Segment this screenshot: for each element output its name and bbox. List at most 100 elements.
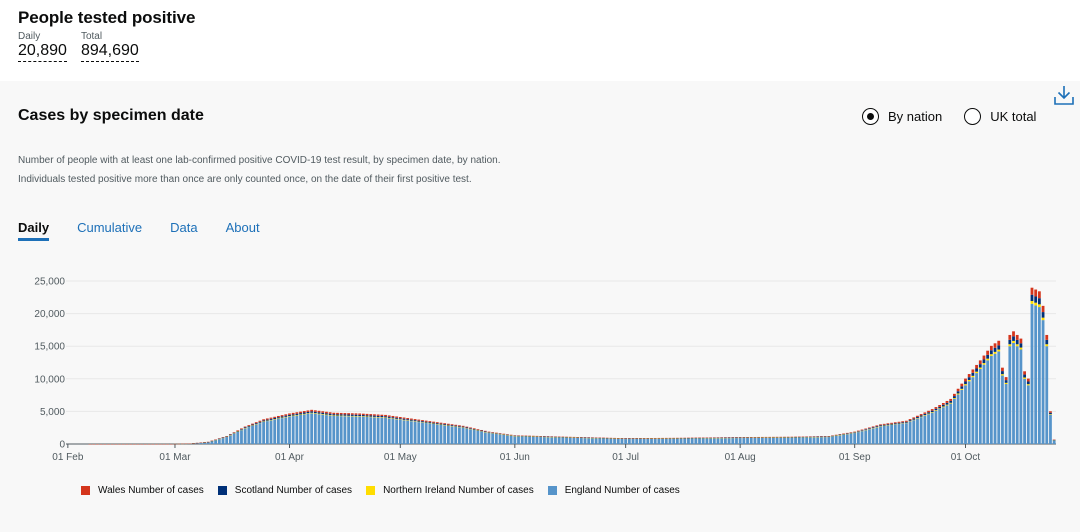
legend-item: Northern Ireland Number of cases [366,485,534,496]
bar-segment [332,412,336,415]
bar-segment [971,377,975,444]
bar-segment [904,421,908,423]
y-tick-label: 0 [59,440,65,451]
x-tick-label: 01 Aug [725,452,756,463]
bar-segment [956,391,960,394]
bar-segment [524,436,528,444]
bar-segment [365,416,369,444]
bar-segment [941,406,945,408]
bar-segment [258,421,262,423]
bar-segment [469,428,472,429]
radio-checked-icon[interactable] [862,108,879,125]
card-title: Cases by specimen date [18,107,204,124]
bar-segment [384,417,387,444]
cases-chart: 0 5,000 10,000 15,000 20,000 25,000 01 Feb 01 M… [34,277,1056,463]
total-stat[interactable]: Total 894,690 [80,31,139,62]
tab-data[interactable]: Data [170,220,198,235]
bar-segment [1041,305,1045,313]
bar-segment [1001,374,1004,376]
bar-segment [520,436,524,444]
bar-segment [509,435,513,444]
bar-segment [1004,382,1008,385]
bar-segment [550,437,554,444]
bar-segment [694,438,698,444]
bar-segment [856,431,860,432]
tab-daily[interactable]: Daily [18,220,50,241]
bar-segment [808,437,812,444]
bar-segment [232,432,236,433]
bar-segment [325,415,328,444]
bar-segment [328,412,332,414]
x-tick-label: 01 Mar [159,452,191,463]
tab-about[interactable]: About [225,220,260,235]
daily-value[interactable]: 20,890 [18,42,67,62]
radio-by-nation[interactable]: By nation [862,108,942,125]
bar-segment [542,436,546,444]
legend-label: England Number of cases [564,485,680,496]
bar-segment [919,416,923,418]
bar-segment [265,418,269,420]
radio-unchecked-icon[interactable] [964,108,982,125]
bar-segment [853,432,857,444]
legend-swatch [547,486,557,495]
bar-segment [325,414,328,416]
bar-segment [982,363,986,365]
bar-segment [698,438,701,444]
bar-segment [284,416,288,418]
bar-segment [336,412,339,415]
bar-segment [554,437,557,444]
bar-segment [960,388,964,390]
bar-segment [461,427,465,444]
bar-segment [989,354,993,356]
bar-segment [794,437,797,444]
bar-segment [1012,340,1015,343]
radio-uk-total[interactable]: UK total [964,108,1036,125]
bar-segment [1023,374,1026,378]
bar-segment [938,408,942,410]
bar-segment [258,423,262,444]
bar-segment [879,426,882,444]
bar-segment [424,420,428,422]
bar-segment [313,413,317,444]
download-icon[interactable] [1053,84,1075,106]
bar-segment [993,347,997,352]
bar-segment [395,417,399,419]
bar-segment [978,360,982,365]
bar-segment [1008,344,1012,347]
bar-segment [398,417,402,419]
bar-segment [273,416,277,419]
total-value[interactable]: 894,690 [80,42,139,62]
bar-segment [964,381,967,385]
bar-segment [923,412,927,414]
bar-segment [1045,346,1049,444]
bar-segment [919,417,923,444]
bar-segment [461,426,465,428]
bar-segment [598,438,602,444]
bar-segment [280,418,284,444]
bar-segment [306,413,310,414]
bar-segment [299,414,302,444]
bar-segment [343,413,347,415]
tab-cumulative[interactable]: Cumulative [77,220,143,235]
daily-stat[interactable]: Daily 20,890 [18,31,67,62]
bar-segment [243,428,247,444]
bar-segment [472,429,476,444]
bar-segment [373,415,376,417]
bar-segment [683,438,687,444]
bar-segment [779,437,783,444]
bar-segment [627,438,631,444]
bar-segment [458,427,461,444]
bar-segment [849,432,853,433]
bar-segment [975,371,978,374]
bar-segment [262,421,266,444]
bar-segment [879,425,882,427]
bar-segment [986,354,990,359]
bar-segment [738,437,742,444]
bar-segment [428,421,432,423]
bar-segment [299,413,302,415]
bar-segment [358,413,362,415]
bar-segment [409,421,413,444]
bar-segment [749,437,753,444]
bar-segment [624,438,628,444]
bar-segment [934,410,938,411]
